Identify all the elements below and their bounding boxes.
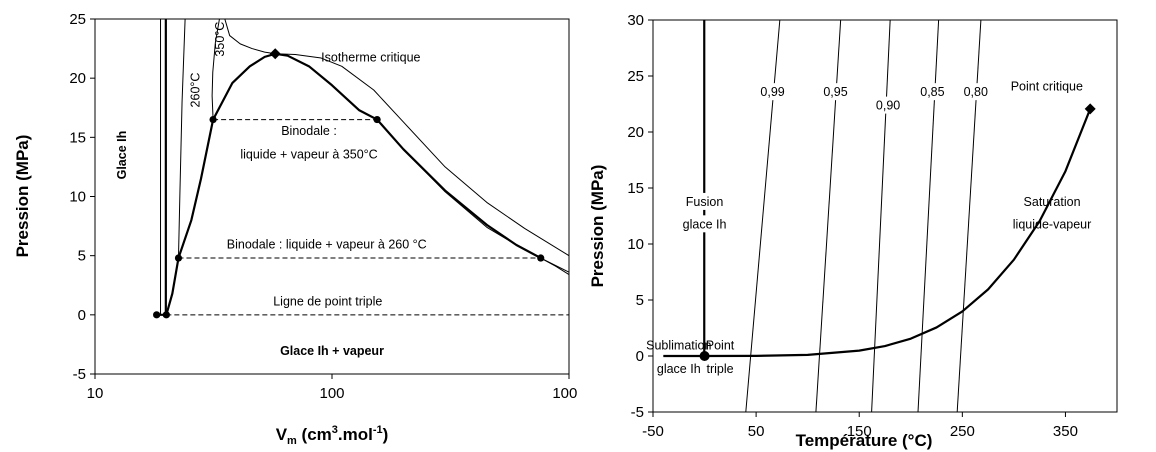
annotation-label: Ligne de point triple	[273, 294, 382, 308]
annotation-label: Glace Ih	[115, 131, 129, 180]
x-axis-title-part: V	[276, 425, 288, 444]
y-tick-label: 15	[69, 129, 86, 146]
series-line-7	[956, 20, 982, 412]
y-tick-label: 10	[627, 236, 644, 253]
series-line-6	[275, 53, 569, 257]
annotation-label: liquide + vapeur à 350°C	[240, 148, 377, 162]
data-point-marker	[537, 254, 545, 262]
annotation-label: 0,95	[823, 85, 847, 99]
annotation-background	[675, 215, 734, 233]
y-axis-title: Pression (MPa)	[13, 135, 32, 258]
x-axis-title: Vm (cm3.mol-1)	[276, 424, 389, 447]
series-line-8	[540, 257, 569, 276]
y-axis-title: Pression (MPa)	[588, 165, 607, 288]
series-line-5	[871, 20, 891, 412]
annotation-background	[959, 83, 992, 101]
series-line-3	[745, 20, 781, 412]
y-tick-label: 25	[627, 68, 644, 85]
annotation-label: Sublimation	[646, 338, 711, 352]
x-tick-label: 100	[319, 385, 344, 402]
y-tick-label: 10	[69, 189, 86, 206]
x-tick-label: 10	[87, 385, 104, 402]
data-point-marker	[373, 115, 381, 124]
series-line-5	[224, 19, 276, 55]
y-tick-label: 20	[627, 124, 644, 141]
series-line-2	[704, 108, 1092, 358]
data-point-marker	[153, 311, 161, 319]
annotation-background	[916, 83, 949, 101]
x-axis-title-part: m	[287, 435, 297, 447]
annotation-background	[871, 96, 905, 114]
annotation-label: Binodale : liquide + vapeur à 260 °C	[227, 238, 427, 252]
series-line-2	[156, 52, 542, 316]
x-axis-title-part: (cm	[297, 425, 332, 444]
annotation-label: 0,99	[760, 85, 784, 99]
annotation-label: Point critique	[1011, 80, 1083, 94]
data-point-marker	[209, 115, 217, 124]
critical-point-marker	[269, 48, 281, 60]
x-axis-title: Température (°C)	[796, 431, 933, 450]
annotation-label: 0,85	[920, 85, 944, 99]
annotation-label: Isotherme critique	[321, 51, 420, 65]
x-axis-title-part: -1	[373, 424, 383, 436]
series-line-4	[211, 19, 220, 120]
x-tick-label: 350	[1053, 423, 1078, 440]
annotation-label: Fusion	[686, 195, 724, 209]
data-point-marker	[174, 254, 183, 262]
plot-frame	[652, 19, 1118, 413]
x-axis-title-part: )	[383, 425, 389, 444]
annotation-background	[819, 83, 852, 101]
y-tick-label: -5	[631, 404, 644, 421]
y-tick-label: 5	[78, 248, 86, 265]
chart-molar-volume: 10 100 1000 -5 0 5 10 15 20 25 Glace Ih 260°C 350°C I…	[13, 11, 578, 447]
annotation-label: Glace Ih + vapeur	[280, 344, 384, 358]
plot-frame	[94, 18, 570, 375]
annotation-label: glace Ih	[683, 217, 727, 231]
annotation-label: triple	[706, 362, 733, 376]
y-tick-label: 15	[627, 180, 644, 197]
y-tick-label: 30	[627, 12, 644, 29]
annotation-label: 0,80	[964, 85, 988, 99]
y-tick-label: 25	[69, 11, 86, 28]
annotation-label: 0,90	[876, 99, 900, 113]
y-tick-label: 5	[636, 292, 644, 309]
x-axis-title-part: 3	[332, 424, 338, 436]
annotation-background	[681, 192, 728, 210]
annotation-label: Saturation	[1024, 195, 1081, 209]
x-tick-label: 1000	[552, 385, 578, 402]
x-tick-label: 150	[847, 423, 872, 440]
annotation-label: Binodale :	[281, 124, 337, 138]
data-point-marker	[699, 351, 710, 361]
annotation-background	[756, 83, 789, 101]
y-tick-label: 0	[636, 348, 644, 365]
data-point-marker	[162, 311, 170, 319]
annotation-label: Point	[706, 338, 735, 352]
y-tick-label: 0	[78, 307, 86, 324]
series-line-6	[917, 20, 940, 412]
annotation-label: 260°C	[188, 73, 202, 108]
annotation-label: 350°C	[213, 22, 227, 57]
series-line-3	[177, 19, 186, 259]
critical-point-marker	[1084, 103, 1096, 115]
annotation-label: glace Ih	[657, 362, 701, 376]
annotation-label: liquide-vapeur	[1013, 217, 1092, 231]
y-tick-label: -5	[73, 366, 86, 383]
x-axis-title-part: .mol	[338, 425, 373, 444]
x-tick-label: 50	[748, 423, 765, 440]
x-tick-label: -50	[642, 423, 664, 440]
y-tick-label: 20	[69, 70, 86, 87]
x-tick-label: 250	[950, 423, 975, 440]
